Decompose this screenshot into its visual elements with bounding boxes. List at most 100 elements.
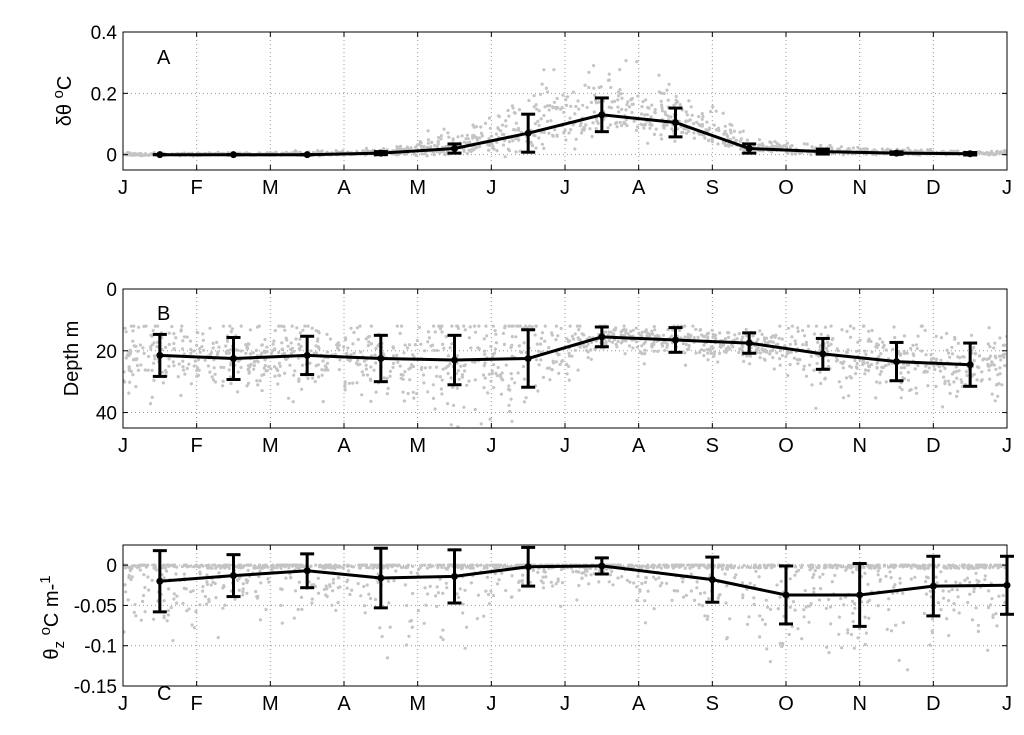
scatter-point — [522, 400, 527, 404]
scatter-point — [409, 619, 414, 623]
scatter-point — [988, 566, 992, 570]
scatter-point — [503, 563, 507, 567]
scatter-point — [352, 330, 356, 335]
scatter-point — [924, 592, 929, 596]
scatter-point — [627, 344, 632, 348]
scatter-point — [539, 358, 543, 362]
scatter-point — [500, 371, 504, 375]
scatter-point — [380, 634, 384, 639]
scatter-point — [435, 585, 439, 589]
scatter-point — [477, 136, 482, 140]
scatter-point — [195, 330, 199, 334]
scatter-point — [589, 348, 593, 352]
scatter-point — [334, 608, 338, 613]
x-tick-label: J — [486, 435, 496, 457]
x-tick-label: J — [560, 693, 570, 715]
scatter-point — [408, 378, 412, 382]
scatter-point — [631, 102, 635, 106]
scatter-point — [462, 563, 467, 567]
scatter-point — [198, 572, 202, 576]
scatter-point — [467, 336, 471, 340]
scatter-point — [580, 576, 584, 581]
scatter-point — [861, 360, 865, 364]
scatter-point — [567, 351, 571, 355]
data-point — [745, 339, 753, 347]
scatter-point — [852, 602, 857, 606]
scatter-point — [177, 362, 181, 366]
scatter-point — [885, 627, 889, 632]
scatter-point — [545, 119, 550, 123]
scatter-point — [717, 563, 721, 567]
scatter-point — [465, 625, 469, 629]
scatter-point — [223, 603, 227, 607]
scatter-point — [716, 360, 720, 364]
scatter-point — [723, 572, 727, 576]
scatter-point — [401, 377, 405, 381]
scatter-point — [510, 324, 514, 328]
scatter-point — [970, 564, 974, 568]
scatter-point — [399, 372, 403, 377]
scatter-point — [686, 332, 690, 336]
scatter-point — [422, 621, 426, 625]
scatter-point — [486, 142, 490, 146]
data-point — [303, 151, 311, 159]
scatter-point — [763, 565, 767, 569]
scatter-point — [923, 369, 927, 373]
scatter-point — [852, 646, 856, 650]
scatter-point — [256, 383, 260, 387]
scatter-point — [567, 378, 571, 382]
x-tick-label: F — [191, 177, 203, 199]
scatter-point — [530, 325, 534, 329]
scatter-point — [496, 127, 500, 131]
scatter-point — [259, 581, 263, 585]
scatter-point — [640, 581, 644, 586]
scatter-point — [915, 346, 919, 351]
scatter-point — [987, 589, 991, 593]
scatter-point — [778, 143, 782, 147]
y-tick-label: 0 — [106, 556, 117, 577]
scatter-point — [608, 339, 612, 343]
scatter-point — [297, 567, 301, 571]
scatter-point — [283, 371, 287, 375]
scatter-point — [227, 566, 231, 570]
scatter-point — [947, 589, 951, 593]
scatter-point — [198, 564, 202, 568]
scatter-point — [542, 113, 546, 118]
scatter-point — [687, 563, 691, 567]
scatter-point — [837, 380, 841, 384]
scatter-point — [652, 607, 656, 611]
scatter-point — [741, 593, 745, 597]
scatter-point — [744, 334, 749, 338]
scatter-point — [751, 334, 755, 338]
x-tick-label: M — [409, 177, 426, 199]
scatter-point — [449, 376, 453, 380]
scatter-point — [622, 121, 626, 125]
scatter-point — [704, 128, 708, 132]
scatter-point — [700, 112, 704, 116]
data-point — [230, 151, 237, 159]
y-tick-label: -0.05 — [74, 596, 117, 617]
x-tick-label: O — [778, 693, 794, 715]
scatter-point — [760, 332, 764, 336]
scatter-point — [439, 137, 443, 141]
scatter-point — [756, 337, 760, 341]
scatter-point — [721, 111, 725, 115]
scatter-point — [765, 145, 769, 149]
scatter-point — [211, 580, 215, 584]
scatter-point — [502, 342, 507, 346]
scatter-point — [164, 345, 168, 349]
scatter-point — [606, 126, 610, 130]
scatter-point — [312, 583, 316, 587]
scatter-point — [799, 565, 803, 570]
mean-line — [159, 113, 971, 157]
scatter-point — [456, 135, 460, 139]
scatter-point — [742, 563, 746, 568]
scatter-point — [438, 375, 442, 379]
scatter-point — [700, 122, 705, 127]
scatter-point — [262, 372, 266, 377]
scatter-point — [666, 98, 670, 102]
scatter-point — [248, 352, 253, 356]
scatter-point — [620, 124, 624, 128]
scatter-point — [322, 587, 326, 592]
